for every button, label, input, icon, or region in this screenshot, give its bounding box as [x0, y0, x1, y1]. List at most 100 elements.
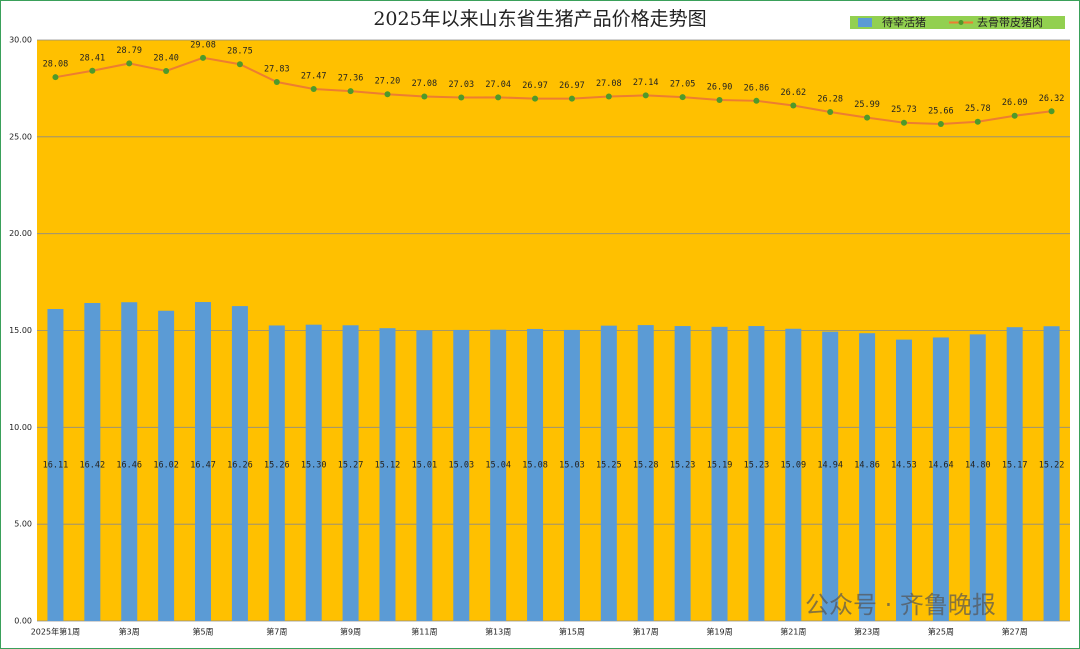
- line-value-label: 26.86: [744, 83, 770, 93]
- line-marker: [384, 91, 391, 98]
- line-value-label: 27.08: [596, 79, 622, 89]
- x-tick-label: 第15周: [559, 627, 585, 637]
- bar: [1043, 326, 1060, 621]
- line-value-label: 26.62: [781, 88, 807, 98]
- line-value-label: 27.14: [633, 78, 659, 88]
- bar-value-label: 16.26: [227, 461, 253, 471]
- watermark: 公众号 · 齐鲁晚报: [805, 591, 996, 619]
- legend-swatch-marker: [958, 20, 964, 25]
- line-value-label: 28.41: [80, 53, 106, 63]
- x-tick-label: 第5周: [192, 627, 213, 637]
- line-marker: [495, 94, 502, 101]
- line-value-label: 28.75: [227, 47, 253, 57]
- y-tick-label: 15.00: [9, 326, 32, 335]
- line-marker: [310, 85, 317, 92]
- bar: [785, 328, 802, 621]
- x-tick-label: 第25周: [928, 627, 954, 637]
- bar: [600, 325, 617, 621]
- legend-swatch: [858, 18, 872, 27]
- bar-value-label: 14.53: [891, 461, 917, 471]
- line-value-label: 26.90: [707, 83, 733, 93]
- line-value-label: 27.83: [264, 65, 290, 75]
- line-marker: [52, 74, 59, 81]
- bar-value-label: 15.28: [633, 461, 659, 471]
- bar: [268, 325, 285, 621]
- line-marker: [1048, 108, 1055, 115]
- x-tick-label: 第7周: [266, 627, 287, 637]
- y-tick-label: 30.00: [9, 36, 32, 45]
- line-marker: [89, 67, 96, 74]
- line-value-label: 29.08: [190, 40, 216, 50]
- bar: [490, 329, 507, 621]
- bar: [1006, 327, 1023, 621]
- bar: [932, 337, 949, 621]
- bar: [305, 324, 322, 621]
- y-tick-label: 0.00: [14, 617, 32, 626]
- bar-value-label: 15.23: [670, 461, 696, 471]
- x-tick-label: 第21周: [780, 627, 806, 637]
- bar: [416, 330, 433, 621]
- bar-value-label: 14.94: [817, 461, 843, 471]
- bar: [637, 325, 654, 621]
- line-marker: [568, 95, 575, 102]
- bar-value-label: 15.27: [338, 461, 364, 471]
- y-tick-label: 20.00: [9, 229, 32, 238]
- x-tick-label: 第23周: [854, 627, 880, 637]
- line-value-label: 27.47: [301, 71, 327, 81]
- chart-title: 2025年以来山东省生猪产品价格走势图: [373, 8, 706, 30]
- line-marker: [458, 94, 465, 101]
- line-marker: [200, 54, 207, 61]
- x-tick-label: 第17周: [633, 627, 659, 637]
- bar-value-label: 15.08: [522, 461, 548, 471]
- bar: [527, 328, 544, 621]
- line-marker: [605, 93, 612, 100]
- x-tick-label: 2025年第1周: [31, 627, 80, 637]
- line-marker: [716, 97, 723, 104]
- bar: [47, 309, 64, 621]
- bar-value-label: 15.23: [744, 461, 770, 471]
- x-tick-label: 第27周: [1002, 627, 1028, 637]
- bar-value-label: 15.09: [781, 461, 807, 471]
- line-marker: [1011, 112, 1018, 119]
- bar-value-label: 15.22: [1039, 461, 1065, 471]
- bar-value-label: 15.19: [707, 461, 733, 471]
- line-marker: [163, 67, 170, 74]
- line: [55, 56, 1052, 126]
- line-marker: [900, 119, 907, 126]
- x-tick-label: 第19周: [706, 627, 732, 637]
- y-tick-label: 25.00: [9, 132, 32, 141]
- line-value-label: 27.05: [670, 80, 696, 90]
- legend-label: 去骨带皮猪肉: [977, 16, 1043, 29]
- bar-value-label: 15.12: [375, 461, 401, 471]
- bar-value-label: 15.25: [596, 461, 622, 471]
- line-marker: [236, 61, 243, 68]
- line-value-label: 27.08: [412, 79, 438, 89]
- line-marker: [273, 79, 280, 86]
- line-marker: [126, 60, 133, 67]
- line-value-label: 25.78: [965, 104, 991, 114]
- bar: [859, 333, 876, 621]
- bar-value-label: 14.64: [928, 461, 954, 471]
- line-marker: [347, 88, 354, 95]
- line-marker: [753, 97, 760, 104]
- line-value-label: 28.40: [153, 53, 179, 63]
- bar-value-label: 16.11: [43, 461, 69, 471]
- line-value-label: 27.04: [485, 80, 511, 90]
- bar: [822, 331, 839, 621]
- y-tick-label: 10.00: [9, 423, 32, 432]
- bar: [158, 310, 175, 621]
- line-value-label: 26.09: [1002, 98, 1028, 108]
- line-value-label: 27.20: [375, 77, 401, 87]
- y-tick-label: 5.00: [14, 520, 32, 529]
- line-marker: [937, 121, 944, 128]
- x-tick-label: 第9周: [340, 627, 361, 637]
- bar: [895, 339, 912, 621]
- bar-value-label: 15.30: [301, 461, 327, 471]
- bar: [711, 326, 728, 621]
- bar-value-label: 15.04: [485, 461, 511, 471]
- bar: [195, 302, 212, 621]
- bar: [342, 325, 359, 621]
- line-value-label: 25.99: [854, 100, 880, 110]
- bar-value-label: 14.80: [965, 461, 991, 471]
